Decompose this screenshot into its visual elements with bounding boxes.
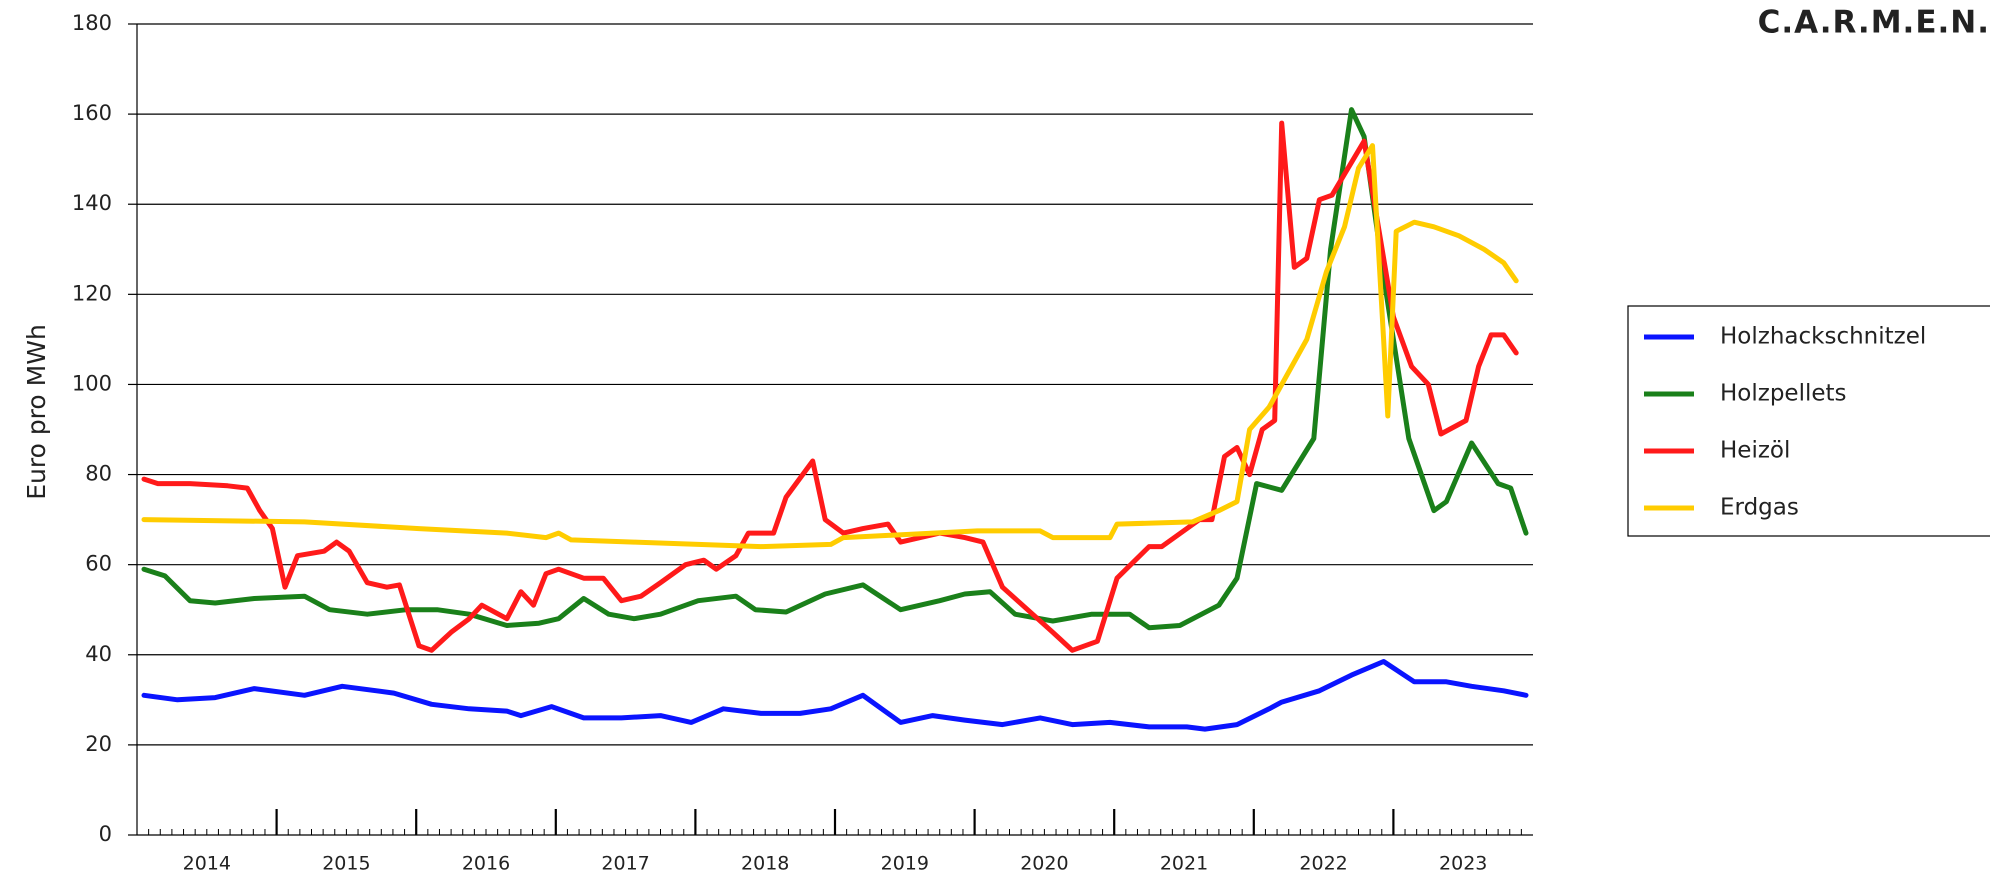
legend-label: Holzhackschnitzel (1720, 324, 1926, 350)
x-tick-label: 2021 (1160, 853, 1208, 875)
series-line (141, 143, 1519, 550)
series-line (141, 107, 1529, 631)
series-line (141, 120, 1519, 653)
y-tick-label: 100 (72, 371, 112, 395)
x-tick-label: 2018 (741, 853, 789, 875)
x-tick-label: 2022 (1299, 853, 1347, 875)
series-line (141, 659, 1529, 732)
y-axis-title: Euro pro MWh (22, 324, 51, 500)
legend-label: Heizöl (1720, 438, 1790, 464)
x-tick-label: 2014 (183, 853, 231, 875)
y-tick-label: 80 (85, 462, 112, 486)
x-tick-label: 2020 (1020, 853, 1068, 875)
x-tick-label: 2019 (881, 853, 929, 875)
legend-label: Erdgas (1720, 495, 1799, 521)
y-tick-label: 20 (85, 732, 112, 756)
x-tick-label: 2016 (462, 853, 510, 875)
y-tick-label: 140 (72, 191, 112, 215)
legend-label: Holzpellets (1720, 381, 1847, 407)
x-tick-label: 2023 (1439, 853, 1487, 875)
y-tick-label: 40 (85, 642, 112, 666)
y-tick-label: 160 (72, 101, 112, 125)
y-tick-label: 60 (85, 552, 112, 576)
x-tick-label: 2017 (601, 853, 649, 875)
brand-logo: C.A.R.M.E.N. (1758, 5, 1990, 41)
legend-box (1627, 305, 1990, 537)
y-tick-label: 180 (72, 11, 112, 35)
x-tick-label: 2015 (322, 853, 370, 875)
y-tick-label: 120 (72, 281, 112, 305)
y-tick-label: 0 (99, 822, 112, 846)
